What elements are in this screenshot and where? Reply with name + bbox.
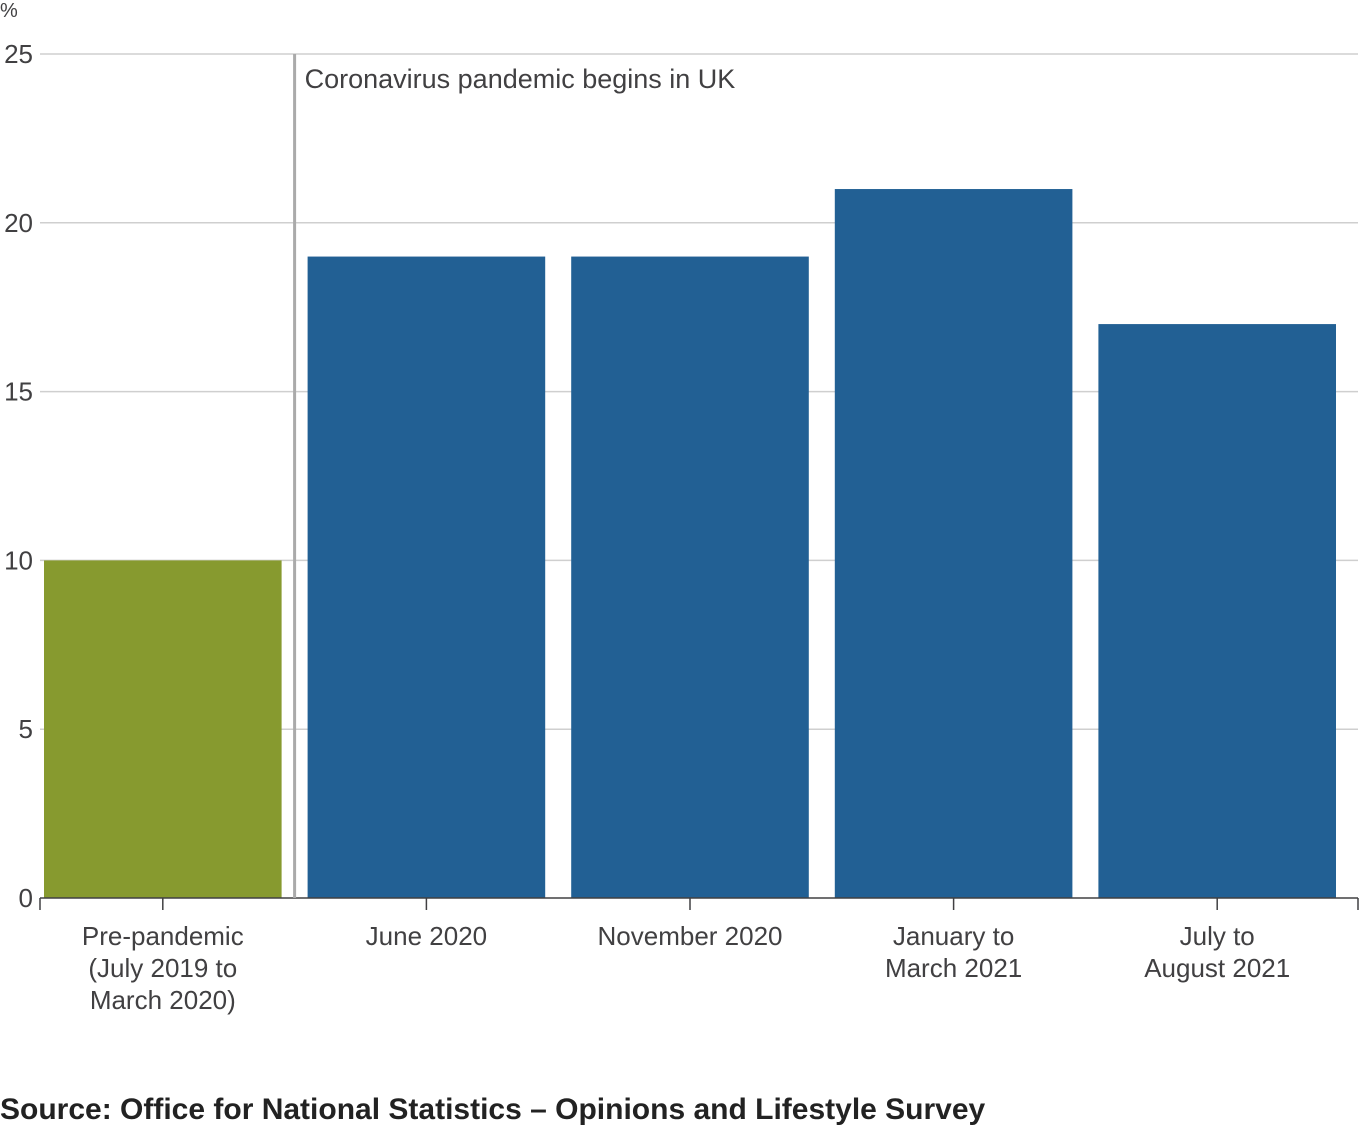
y-tick-label: 5 <box>19 714 33 744</box>
bar <box>44 560 282 898</box>
annotation-label: Coronavirus pandemic begins in UK <box>305 64 736 94</box>
y-tick-label: 25 <box>4 39 33 69</box>
bar <box>571 256 809 898</box>
source-note: Source: Office for National Statistics –… <box>0 1093 986 1126</box>
x-tick-label: January to <box>893 921 1014 951</box>
x-tick-label: Pre-pandemic <box>82 921 244 951</box>
bar <box>1098 324 1336 899</box>
x-tick-label: March 2020) <box>90 985 236 1015</box>
x-tick-label: (July 2019 to <box>88 953 237 983</box>
x-tick-label: June 2020 <box>366 921 487 951</box>
x-tick-label: November 2020 <box>598 921 783 951</box>
y-tick-label: 10 <box>4 545 33 575</box>
x-tick-label: March 2021 <box>885 953 1022 983</box>
x-tick-label: August 2021 <box>1144 953 1290 983</box>
y-tick-label: 0 <box>19 883 33 913</box>
y-axis-unit-label: % <box>0 0 18 22</box>
y-tick-label: 20 <box>4 208 33 238</box>
y-tick-label: 15 <box>4 377 33 407</box>
bar <box>834 189 1073 899</box>
x-tick-label: July to <box>1180 921 1255 951</box>
bar <box>307 256 546 898</box>
